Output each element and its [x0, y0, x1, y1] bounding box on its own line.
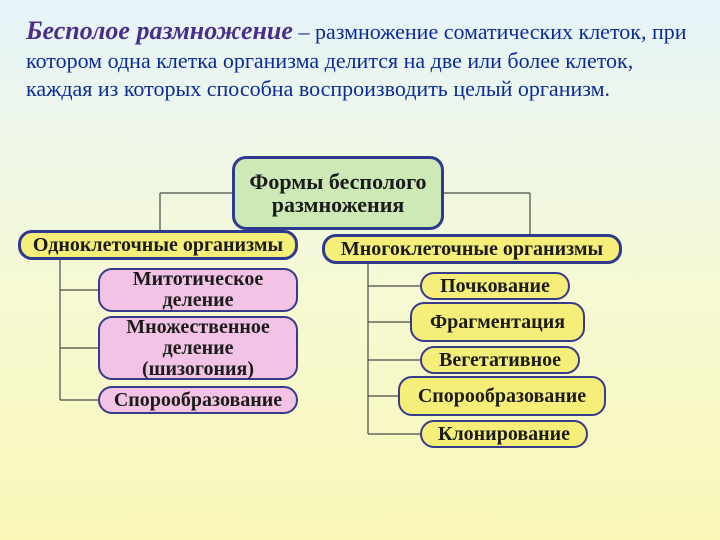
branch-left: Одноклеточные организмы	[18, 230, 298, 260]
branch-right: Многоклеточные организмы	[322, 234, 622, 264]
leaf-right-0: Почкование	[420, 272, 570, 300]
leaf-right-1: Фрагментация	[410, 302, 585, 342]
definition-block: Бесполое размножение – размножение сомат…	[0, 0, 720, 104]
root-node: Формы бесполого размножения	[232, 156, 444, 230]
leaf-left-0: Митотическое деление	[98, 268, 298, 312]
leaf-right-4: Клонирование	[420, 420, 588, 448]
definition-dash: –	[293, 19, 315, 44]
leaf-right-3: Спорообразование	[398, 376, 606, 416]
leaf-left-1: Множественное деление (шизогония)	[98, 316, 298, 380]
definition-term: Бесполое размножение	[26, 16, 293, 45]
leaf-right-2: Вегетативное	[420, 346, 580, 374]
leaf-left-2: Спорообразование	[98, 386, 298, 414]
